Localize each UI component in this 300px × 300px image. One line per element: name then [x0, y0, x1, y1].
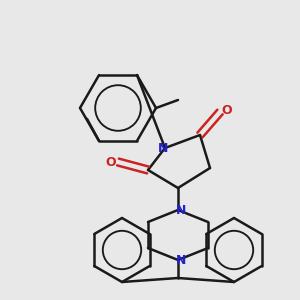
- Text: O: O: [106, 155, 116, 169]
- Text: N: N: [176, 203, 186, 217]
- Text: O: O: [222, 103, 232, 116]
- Text: N: N: [158, 142, 168, 154]
- Text: N: N: [176, 254, 186, 266]
